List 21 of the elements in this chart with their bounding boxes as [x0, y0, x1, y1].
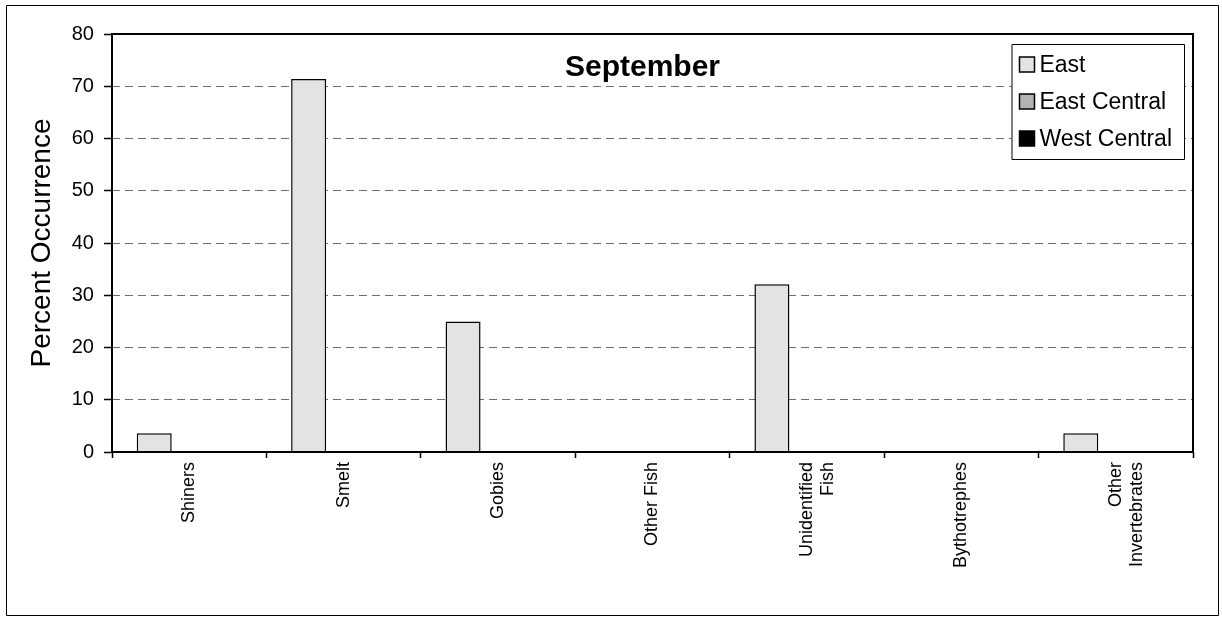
- x-tick-label: Bythotrephes: [950, 462, 971, 569]
- y-tick-label: 30: [71, 282, 94, 305]
- x-tick-label: Unidentified Fish: [795, 462, 838, 558]
- y-tick-label: 20: [71, 335, 94, 358]
- y-tick-label: 40: [71, 230, 94, 253]
- y-tick-label: 80: [71, 21, 94, 44]
- legend-label: West Central: [1039, 124, 1173, 151]
- text: September: [564, 49, 721, 83]
- x-tick-label: Smelt: [332, 462, 353, 509]
- y-tick-label: 60: [71, 126, 94, 149]
- y-tick-label: 70: [71, 73, 94, 96]
- legend-label: East Central: [1039, 87, 1167, 114]
- x-tick-label: Other Fish: [641, 462, 662, 547]
- legend-label: East: [1039, 50, 1087, 77]
- x-tick-label: Shiners: [178, 462, 199, 524]
- y-tick-label: 0: [82, 439, 94, 462]
- y-tick-label: 50: [71, 178, 94, 201]
- y-axis-title: Percent Occurrence: [24, 118, 56, 368]
- x-tick-label: Gobies: [487, 462, 508, 520]
- y-tick-label: 10: [71, 387, 94, 410]
- x-tick-label: Other Invertebrates: [1104, 462, 1147, 568]
